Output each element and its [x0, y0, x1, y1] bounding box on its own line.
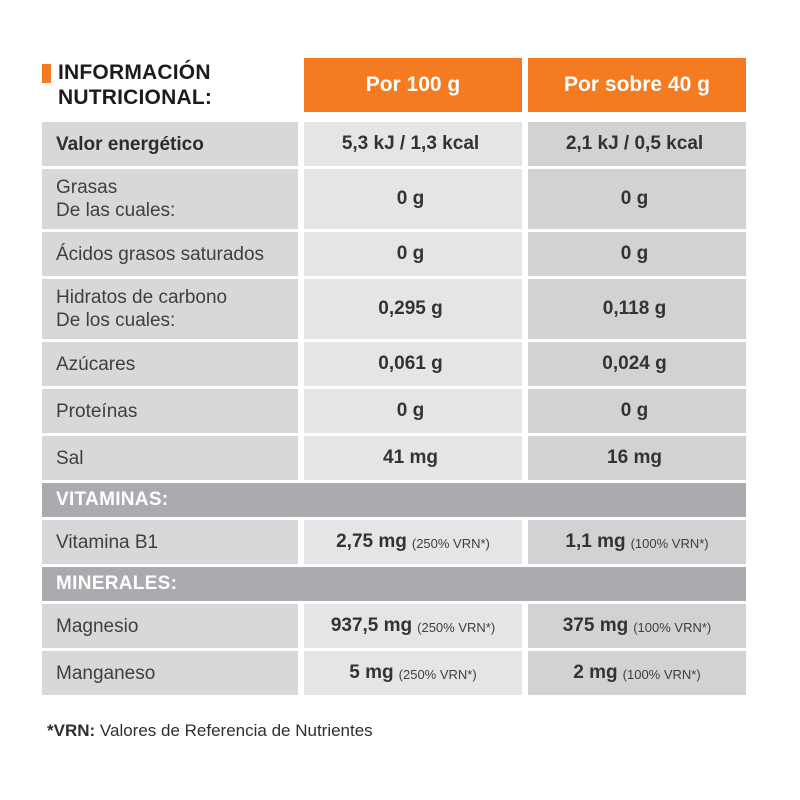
row-label: Azúcares [56, 353, 136, 375]
row-label: Valor energético [56, 133, 204, 155]
row-label-cell: Vitamina B1 [42, 520, 298, 564]
footnote-label: *VRN: [47, 721, 96, 740]
row-label-cell: Proteínas [42, 389, 298, 433]
row-sublabel: De las cuales: [56, 200, 176, 221]
value-text: 16 mg [607, 447, 662, 468]
value-per-100g: 2,75 mg (250% VRN*) [304, 520, 522, 564]
value-per-serving: 375 mg (100% VRN*) [528, 604, 746, 648]
value-text: 0 g [620, 243, 649, 264]
value-text: 2 mg [573, 662, 618, 683]
value-per-serving: 1,1 mg (100% VRN*) [528, 520, 746, 564]
table-row-hidratos-de-carbono: Hidratos de carbono De los cuales: 0,295… [42, 279, 746, 339]
value-text: 1,1 mg [565, 531, 626, 552]
row-label: Grasas [56, 177, 118, 198]
row-label-cell: Manganeso [42, 651, 298, 695]
value-text: 5,3 kJ / 1,3 kcal [341, 133, 480, 154]
value-per-100g: 0,295 g [304, 279, 522, 339]
row-label-cell: Grasas De las cuales: [42, 169, 298, 229]
column-header-per-100g: Por 100 g [304, 58, 522, 112]
row-label: Proteínas [56, 400, 138, 422]
row-label: Magnesio [56, 615, 139, 637]
table-title: INFORMACIÓN NUTRICIONAL: [58, 60, 212, 110]
value-text: 2,75 mg [336, 531, 407, 552]
row-label-cell: Azúcares [42, 342, 298, 386]
table-title-cell: INFORMACIÓN NUTRICIONAL: [42, 58, 298, 112]
footnote-text: Valores de Referencia de Nutrientes [99, 721, 373, 740]
table-row-valor-energetico: Valor energético 5,3 kJ / 1,3 kcal 2,1 k… [42, 122, 746, 166]
value-per-serving: 2,1 kJ / 0,5 kcal [528, 122, 746, 166]
value-per-100g: 0 g [304, 389, 522, 433]
value-text: 0 g [620, 400, 649, 421]
value-note: (250% VRN*) [417, 620, 496, 635]
row-label: Hidratos de carbono [56, 287, 228, 308]
value-note: (100% VRN*) [630, 536, 709, 551]
value-per-100g: 5 mg (250% VRN*) [304, 651, 522, 695]
table-row-grasas: Grasas De las cuales: 0 g 0 g [42, 169, 746, 229]
table-row-proteinas: Proteínas 0 g 0 g [42, 389, 746, 433]
table-title-line2: NUTRICIONAL: [58, 86, 213, 109]
row-sublabel: De los cuales: [56, 310, 176, 331]
row-label-cell: Magnesio [42, 604, 298, 648]
value-text: 0,118 g [602, 298, 667, 319]
section-header-vitaminas: VITAMINAS: [42, 483, 746, 517]
row-label: Manganeso [56, 662, 156, 684]
row-label-cell: Ácidos grasos saturados [42, 232, 298, 276]
section-header-minerales: MINERALES: [42, 567, 746, 601]
row-label-cell: Hidratos de carbono De los cuales: [42, 279, 298, 339]
section-band-label: MINERALES: [42, 567, 746, 601]
value-text: 0 g [396, 243, 425, 264]
table-row-azucares: Azúcares 0,061 g 0,024 g [42, 342, 746, 386]
value-per-100g: 0,061 g [304, 342, 522, 386]
value-note: (250% VRN*) [398, 667, 477, 682]
value-note: (250% VRN*) [411, 536, 490, 551]
value-text: 0,061 g [378, 353, 443, 374]
value-per-100g: 0 g [304, 232, 522, 276]
row-label-cell: Valor energético [42, 122, 298, 166]
table-row-sal: Sal 41 mg 16 mg [42, 436, 746, 480]
value-text: 0 g [396, 188, 425, 209]
value-text: 0 g [396, 400, 425, 421]
value-text: 41 mg [383, 447, 438, 468]
footnote: *VRN: Valores de Referencia de Nutriente… [47, 721, 746, 741]
value-per-serving: 0,024 g [528, 342, 746, 386]
value-text: 375 mg [562, 615, 629, 636]
table-title-line1: INFORMACIÓN [58, 61, 211, 84]
value-text: 937,5 mg [330, 615, 413, 636]
value-per-serving: 16 mg [528, 436, 746, 480]
table-row-magnesio: Magnesio 937,5 mg (250% VRN*) 375 mg (10… [42, 604, 746, 648]
value-per-serving: 0 g [528, 389, 746, 433]
value-note: (100% VRN*) [622, 667, 701, 682]
table-row-vitamina-b1: Vitamina B1 2,75 mg (250% VRN*) 1,1 mg (… [42, 520, 746, 564]
row-label: Vitamina B1 [56, 531, 159, 553]
nutrition-table: INFORMACIÓN NUTRICIONAL: Por 100 g Por s… [42, 58, 746, 741]
value-per-serving: 2 mg (100% VRN*) [528, 651, 746, 695]
row-label: Ácidos grasos saturados [56, 243, 265, 265]
value-per-serving: 0 g [528, 232, 746, 276]
value-per-100g: 41 mg [304, 436, 522, 480]
value-text: 0,295 g [378, 298, 443, 319]
value-per-serving: 0 g [528, 169, 746, 229]
value-text: 0 g [620, 188, 649, 209]
row-label-cell: Sal [42, 436, 298, 480]
section-band-label: VITAMINAS: [42, 483, 746, 517]
table-row-manganeso: Manganeso 5 mg (250% VRN*) 2 mg (100% VR… [42, 651, 746, 695]
table-header-row: INFORMACIÓN NUTRICIONAL: Por 100 g Por s… [42, 58, 746, 112]
value-per-serving: 0,118 g [528, 279, 746, 339]
value-text: 2,1 kJ / 0,5 kcal [565, 133, 704, 154]
value-per-100g: 937,5 mg (250% VRN*) [304, 604, 522, 648]
value-text: 5 mg [349, 662, 394, 683]
orange-accent-bar [42, 64, 51, 83]
table-row-acidos-grasos-saturados: Ácidos grasos saturados 0 g 0 g [42, 232, 746, 276]
value-text: 0,024 g [602, 353, 667, 374]
value-note: (100% VRN*) [633, 620, 712, 635]
value-per-100g: 0 g [304, 169, 522, 229]
value-per-100g: 5,3 kJ / 1,3 kcal [304, 122, 522, 166]
row-label: Sal [56, 447, 84, 469]
column-header-per-sobre-40g: Por sobre 40 g [528, 58, 746, 112]
